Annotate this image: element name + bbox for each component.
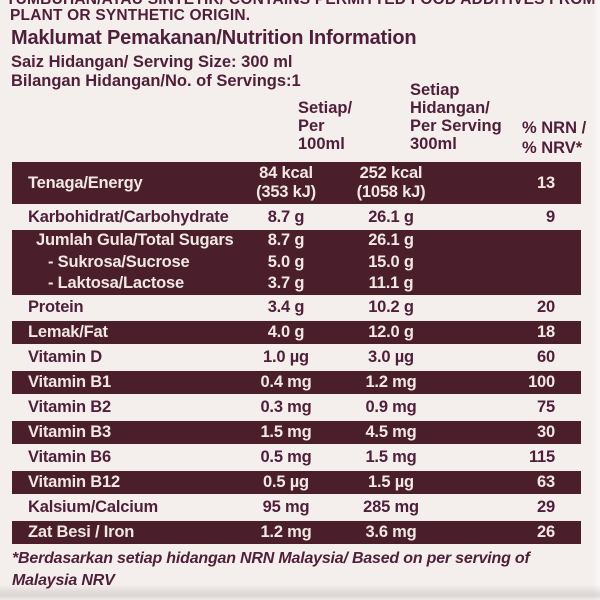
nutrition-info-title: Maklumat Pemakanan/Nutrition Information	[11, 27, 417, 49]
table-row: Vitamin D 1.0 µg 3.0 µg 60	[12, 345, 581, 370]
nrv-percent: 9	[546, 208, 555, 226]
per-serving-value: 3.6 mg	[365, 522, 417, 541]
nrv-percent: 60	[537, 347, 555, 366]
per-100ml-value: 0.3 mg	[260, 397, 312, 416]
nutrient-label: Vitamin D	[28, 347, 102, 366]
nrv-percent: 100	[528, 372, 555, 391]
per-serving-value: 1.5 µg	[368, 472, 414, 491]
table-row: - Laktosa/Lactose 3.7 g 11.1 g	[12, 273, 581, 295]
table-row: Vitamin B2 0.3 mg 0.9 mg 75	[12, 395, 581, 420]
origin-line: PLANT OR SYNTHETIC ORIGIN.	[10, 7, 251, 24]
nutrition-table: Tenaga/Energy 84 kcal (353 kJ) 252 kcal (105…	[12, 161, 581, 545]
per-100ml-value: 0.4 mg	[260, 372, 312, 391]
column-header-line: 100ml	[298, 135, 345, 153]
per-serving-value: 285 mg	[363, 497, 419, 516]
per-100ml-value: 1.2 mg	[260, 522, 312, 541]
table-row: Zat Besi / Iron 1.2 mg 3.6 mg 26	[12, 520, 581, 544]
per-serving-value: 1.5 mg	[365, 447, 417, 466]
nrv-percent: 13	[537, 173, 555, 192]
table-row: Vitamin B1 0.4 mg 1.2 mg 100	[12, 370, 581, 394]
per-100ml-value: 0.5 mg	[260, 447, 312, 466]
per-100ml-value: 8.7 g	[267, 231, 305, 250]
per-100ml-value: 84 kcal (353 kJ)	[256, 164, 316, 201]
nrv-percent: 115	[528, 447, 555, 466]
per-serving-value: 1.2 mg	[365, 372, 417, 391]
nutrient-label: Kalsium/Calcium	[28, 497, 158, 516]
per-100ml-value: 3.4 g	[267, 297, 305, 316]
table-row: Lemak/Fat 4.0 g 12.0 g 18	[12, 320, 581, 344]
table-row: Jumlah Gula/Total Sugars 8.7 g 26.1 g	[12, 230, 581, 252]
nutrient-label: Vitamin B2	[28, 397, 111, 416]
table-row: Kalsium/Calcium 95 mg 285 mg 29	[12, 495, 581, 520]
table-row: Tenaga/Energy 84 kcal (353 kJ) 252 kcal (105…	[12, 162, 581, 204]
servings-count-line: Bilangan Hidangan/No. of Servings:1	[11, 72, 301, 90]
column-header-line: Per	[298, 117, 325, 135]
nutrient-label: Vitamin B12	[28, 472, 120, 491]
per-serving-value: 10.2 g	[368, 297, 414, 316]
nutrient-label: - Laktosa/Lactose	[48, 274, 184, 293]
per-serving-value: 11.1 g	[368, 274, 414, 293]
per-100ml-value: 0.5 µg	[263, 472, 309, 491]
column-header-per-100ml: Setiap/ Per 100ml	[298, 99, 352, 153]
per-100ml-value: 3.7 g	[267, 274, 305, 293]
per-serving-value: 4.5 mg	[365, 422, 417, 441]
column-header-line: Setiap/	[298, 99, 353, 117]
footnote-line: Malaysia NRV	[12, 572, 115, 589]
carton-bottom-shadow	[0, 585, 600, 600]
nutrient-label: Jumlah Gula/Total Sugars	[36, 231, 234, 250]
carton-edge-highlight	[593, 0, 600, 600]
nrv-percent: 20	[537, 297, 555, 316]
column-header-line: Setiap	[410, 81, 460, 99]
per-100ml-value: 95 mg	[262, 497, 310, 516]
nrv-percent: 63	[537, 472, 555, 491]
table-row: - Sukrosa/Sucrose 5.0 g 15.0 g	[12, 251, 581, 273]
per-serving-value: 3.0 µg	[368, 347, 414, 366]
nutrient-label: Vitamin B6	[28, 447, 111, 466]
column-header-line: 300ml	[410, 135, 457, 153]
per-serving-value: 252 kcal (1058 kJ)	[356, 164, 426, 201]
per-100ml-value: 5.0 g	[267, 252, 305, 271]
nutrient-label: Tenaga/Energy	[28, 173, 143, 192]
per-100ml-value: 1.5 mg	[260, 422, 312, 441]
per-serving-value: 15.0 g	[368, 252, 414, 271]
per-100ml-value: 4.0 g	[267, 322, 305, 341]
per-serving-value: 26.1 g	[368, 231, 414, 250]
serving-size-line: Saiz Hidangan/ Serving Size: 300 ml	[11, 53, 293, 71]
column-header-line: Hidangan/	[410, 99, 490, 117]
nutrient-label: Zat Besi / Iron	[28, 522, 135, 541]
nutrient-label: Lemak/Fat	[28, 322, 108, 341]
column-header-line: % NRN /	[522, 119, 587, 137]
footnote: *Berdasarkan setiap hidangan NRN Malaysi…	[12, 548, 587, 592]
per-100ml-value: 8.7 g	[267, 208, 305, 226]
nutrient-label: Vitamin B3	[28, 422, 111, 441]
table-row: Karbohidrat/Carbohydrate 8.7 g 26.1 g 9	[12, 205, 581, 230]
nrv-percent: 26	[537, 522, 555, 541]
nrv-percent: 30	[537, 422, 555, 441]
footnote-line: *Berdasarkan setiap hidangan NRN Malaysi…	[12, 550, 530, 567]
table-row: Protein 3.4 g 10.2 g 20	[12, 295, 581, 320]
column-header-nrv: % NRN / % NRV*	[522, 119, 586, 158]
nutrient-label: Vitamin B1	[28, 372, 111, 391]
nutrient-label: Karbohidrat/Carbohydrate	[28, 208, 229, 226]
clipped-additives-line: TUMBUHAN/ATAU SINTETIK/ CONTAINS PERMITT…	[6, 0, 600, 9]
per-100ml-value: 1.0 µg	[263, 347, 309, 366]
nrv-percent: 29	[537, 497, 555, 516]
table-row: Vitamin B6 0.5 mg 1.5 mg 115	[12, 445, 581, 470]
nutrient-label: Protein	[28, 297, 84, 316]
column-header-line: % NRV*	[522, 138, 583, 157]
nutrient-label: - Sukrosa/Sucrose	[48, 252, 190, 271]
column-header-per-serving: Setiap Hidangan/ Per Serving 300ml	[410, 81, 502, 153]
per-serving-value: 26.1 g	[368, 208, 414, 226]
table-row: Vitamin B12 0.5 µg 1.5 µg 63	[12, 470, 581, 494]
column-header-line: Per Serving	[410, 117, 502, 135]
per-serving-value: 0.9 mg	[365, 397, 417, 416]
nrv-percent: 75	[537, 397, 555, 416]
per-serving-value: 12.0 g	[368, 322, 414, 341]
nrv-percent: 18	[537, 322, 555, 341]
table-row: Vitamin B3 1.5 mg 4.5 mg 30	[12, 420, 581, 444]
